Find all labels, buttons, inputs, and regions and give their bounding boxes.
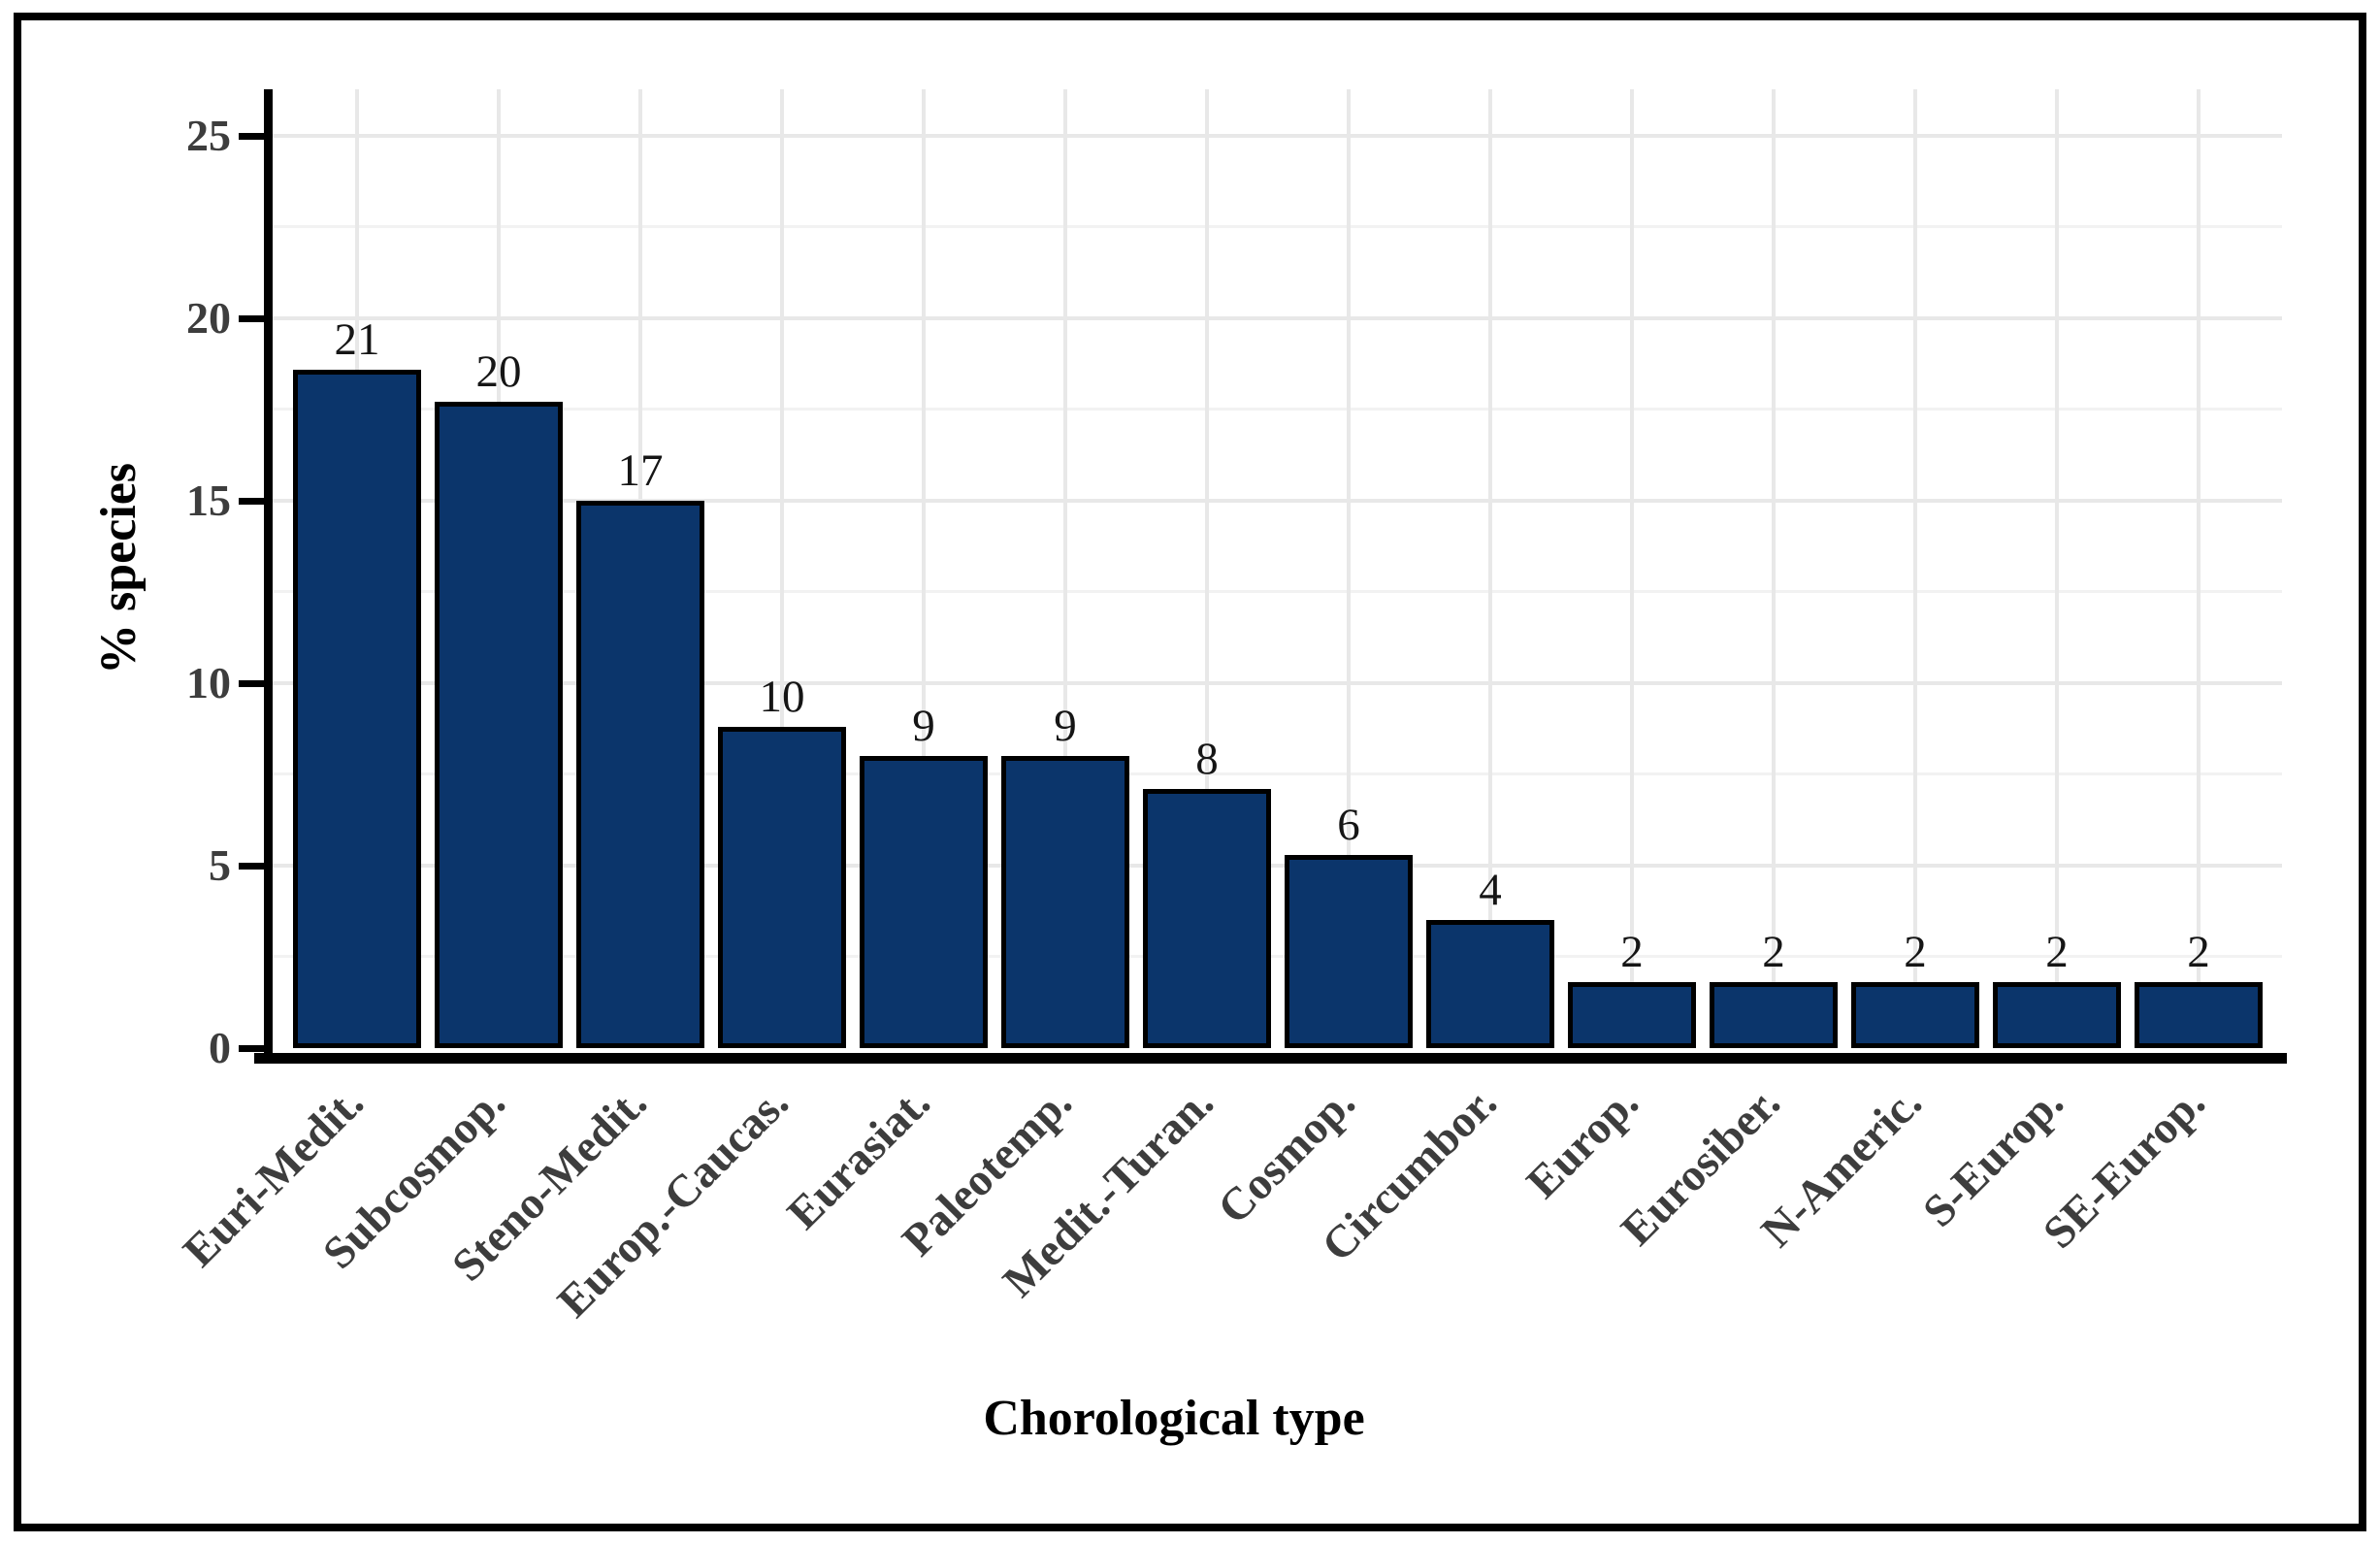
bar-value-label: 2 bbox=[1762, 927, 1785, 977]
y-tick-mark bbox=[239, 315, 264, 322]
gridline-vertical bbox=[1913, 89, 1917, 1048]
plot-panel: 21 20 17 10 9 9 8 6 4 2 2 2 2 2 bbox=[273, 89, 2282, 1048]
gridline-vertical bbox=[1063, 89, 1067, 1048]
gridline-vertical bbox=[780, 89, 784, 1048]
bar-Eurasiat. bbox=[860, 756, 988, 1048]
bar-Eurosiber. bbox=[1710, 982, 1838, 1048]
y-tick-label: 20 bbox=[186, 293, 231, 343]
bar-Paleotemp. bbox=[1001, 756, 1129, 1048]
bar-Europ.-Caucas. bbox=[718, 727, 846, 1048]
gridline-minor-horizontal bbox=[273, 590, 2282, 593]
gridline-major-horizontal bbox=[273, 864, 2282, 868]
gridline-vertical bbox=[2197, 89, 2201, 1048]
bar-value-label: 17 bbox=[617, 445, 664, 496]
gridline-vertical bbox=[922, 89, 926, 1048]
gridline-vertical bbox=[1205, 89, 1209, 1048]
gridline-minor-horizontal bbox=[273, 772, 2282, 775]
bar-value-label: 9 bbox=[1054, 701, 1077, 751]
y-tick-label: 0 bbox=[209, 1023, 231, 1072]
bar-value-label: 2 bbox=[2187, 927, 2210, 977]
gridline-minor-horizontal bbox=[273, 955, 2282, 958]
y-tick-mark bbox=[239, 498, 264, 505]
gridline-vertical bbox=[1772, 89, 1776, 1048]
y-tick-label: 5 bbox=[209, 840, 231, 890]
bar-S-Europ. bbox=[1993, 982, 2121, 1048]
bar-N-Americ. bbox=[1851, 982, 1979, 1048]
gridline-major-horizontal bbox=[273, 681, 2282, 685]
y-tick-label: 10 bbox=[186, 658, 231, 707]
y-tick-mark bbox=[239, 680, 264, 687]
bar-value-label: 10 bbox=[759, 672, 805, 722]
y-tick-mark bbox=[239, 133, 264, 140]
bar-Medit.-Turan. bbox=[1143, 789, 1271, 1048]
y-axis-spine bbox=[264, 89, 273, 1064]
bar-Cosmop. bbox=[1285, 855, 1413, 1048]
y-axis-title: % species bbox=[91, 462, 147, 675]
bar-SE-Europ. bbox=[2135, 982, 2263, 1048]
y-tick-mark bbox=[239, 1045, 264, 1052]
bar-Circumbor. bbox=[1426, 920, 1554, 1048]
bar-Euri-Medit. bbox=[293, 370, 421, 1048]
bar-value-label: 2 bbox=[1904, 927, 1927, 977]
x-axis-spine bbox=[254, 1053, 2287, 1064]
gridline-major-horizontal bbox=[273, 134, 2282, 138]
bar-value-label: 2 bbox=[2045, 927, 2069, 977]
y-tick-label: 25 bbox=[186, 111, 231, 160]
gridline-minor-horizontal bbox=[273, 225, 2282, 228]
y-tick-mark bbox=[239, 863, 264, 870]
bar-value-label: 21 bbox=[334, 314, 380, 365]
bar-value-label: 9 bbox=[912, 701, 935, 751]
gridline-minor-horizontal bbox=[273, 408, 2282, 411]
gridline-vertical bbox=[1347, 89, 1351, 1048]
x-axis-title: Chorological type bbox=[983, 1391, 1365, 1446]
bar-Subcosmop. bbox=[435, 402, 563, 1048]
y-tick-label: 15 bbox=[186, 476, 231, 525]
bar-value-label: 2 bbox=[1620, 927, 1644, 977]
bar-value-label: 8 bbox=[1195, 734, 1219, 784]
bar-value-label: 6 bbox=[1337, 800, 1360, 850]
bar-Steno-Medit. bbox=[576, 501, 704, 1048]
gridline-major-horizontal bbox=[273, 499, 2282, 503]
gridline-vertical bbox=[1488, 89, 1492, 1048]
gridline-vertical bbox=[2055, 89, 2059, 1048]
bar-value-label: 4 bbox=[1479, 865, 1502, 915]
gridline-vertical bbox=[1630, 89, 1634, 1048]
bar-Europ. bbox=[1568, 982, 1696, 1048]
bar-value-label: 20 bbox=[475, 346, 522, 397]
gridline-major-horizontal bbox=[273, 316, 2282, 320]
